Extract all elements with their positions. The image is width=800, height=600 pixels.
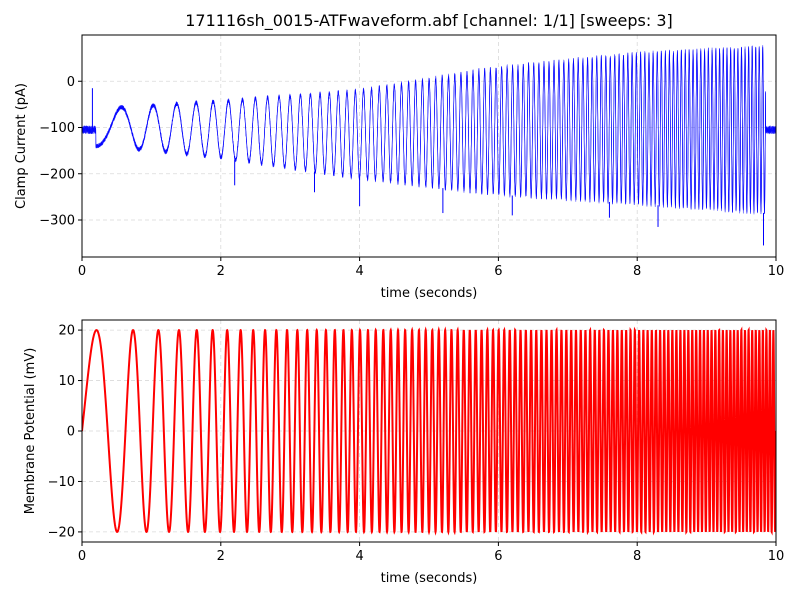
membrane-potential-xticks: 0 2 4 6 8 10 [78,542,784,564]
y-tick-label: 20 [58,324,75,339]
y-tick-label: −100 [39,121,75,136]
membrane-potential-xlabel: time (seconds) [381,571,478,586]
clamp-current-xlabel: time (seconds) [381,286,478,301]
x-tick-label: 2 [217,549,225,564]
x-tick-label: 0 [78,264,86,279]
x-tick-label: 10 [768,264,785,279]
x-tick-label: 6 [494,264,502,279]
y-tick-label: 0 [67,425,75,440]
x-tick-label: 8 [633,549,641,564]
y-tick-label: 0 [67,75,75,90]
x-tick-label: 6 [494,549,502,564]
clamp-current-frame [81,34,777,258]
clamp-current-yticks: −300 −200 −100 0 [39,75,82,229]
membrane-potential-ylabel: Membrane Potential (mV) [23,348,38,515]
y-tick-label: −10 [48,475,75,490]
y-tick-label: −200 [39,167,75,182]
clamp-current-axes: 0 2 4 6 8 10 −300 −200 −100 0 time (seconds) Cla… [14,34,784,301]
x-tick-label: 10 [768,549,785,564]
clamp-current-ylabel: Clamp Current (pA) [14,83,29,209]
x-tick-label: 4 [355,549,363,564]
membrane-potential-traces [82,326,776,536]
y-tick-label: 10 [58,374,75,389]
x-tick-label: 2 [217,264,225,279]
clamp-current-sweep-3 [82,45,776,215]
x-tick-label: 4 [355,264,363,279]
x-tick-label: 0 [78,549,86,564]
y-tick-label: −300 [39,214,75,229]
clamp-current-xticks: 0 2 4 6 8 10 [78,257,784,279]
membrane-potential-axes: 0 2 4 6 8 10 −20 −10 0 10 20 time (seconds) Membr… [23,319,784,586]
clamp-current-traces [82,45,776,246]
membrane-potential-yticks: −20 −10 0 10 20 [48,324,82,540]
clamp-current-grid [81,35,777,257]
y-tick-label: −20 [48,525,75,540]
membrane-potential-trace [82,326,776,536]
x-tick-label: 8 [633,264,641,279]
figure-title: 171116sh_0015-ATFwaveform.abf [channel: … [185,11,673,31]
